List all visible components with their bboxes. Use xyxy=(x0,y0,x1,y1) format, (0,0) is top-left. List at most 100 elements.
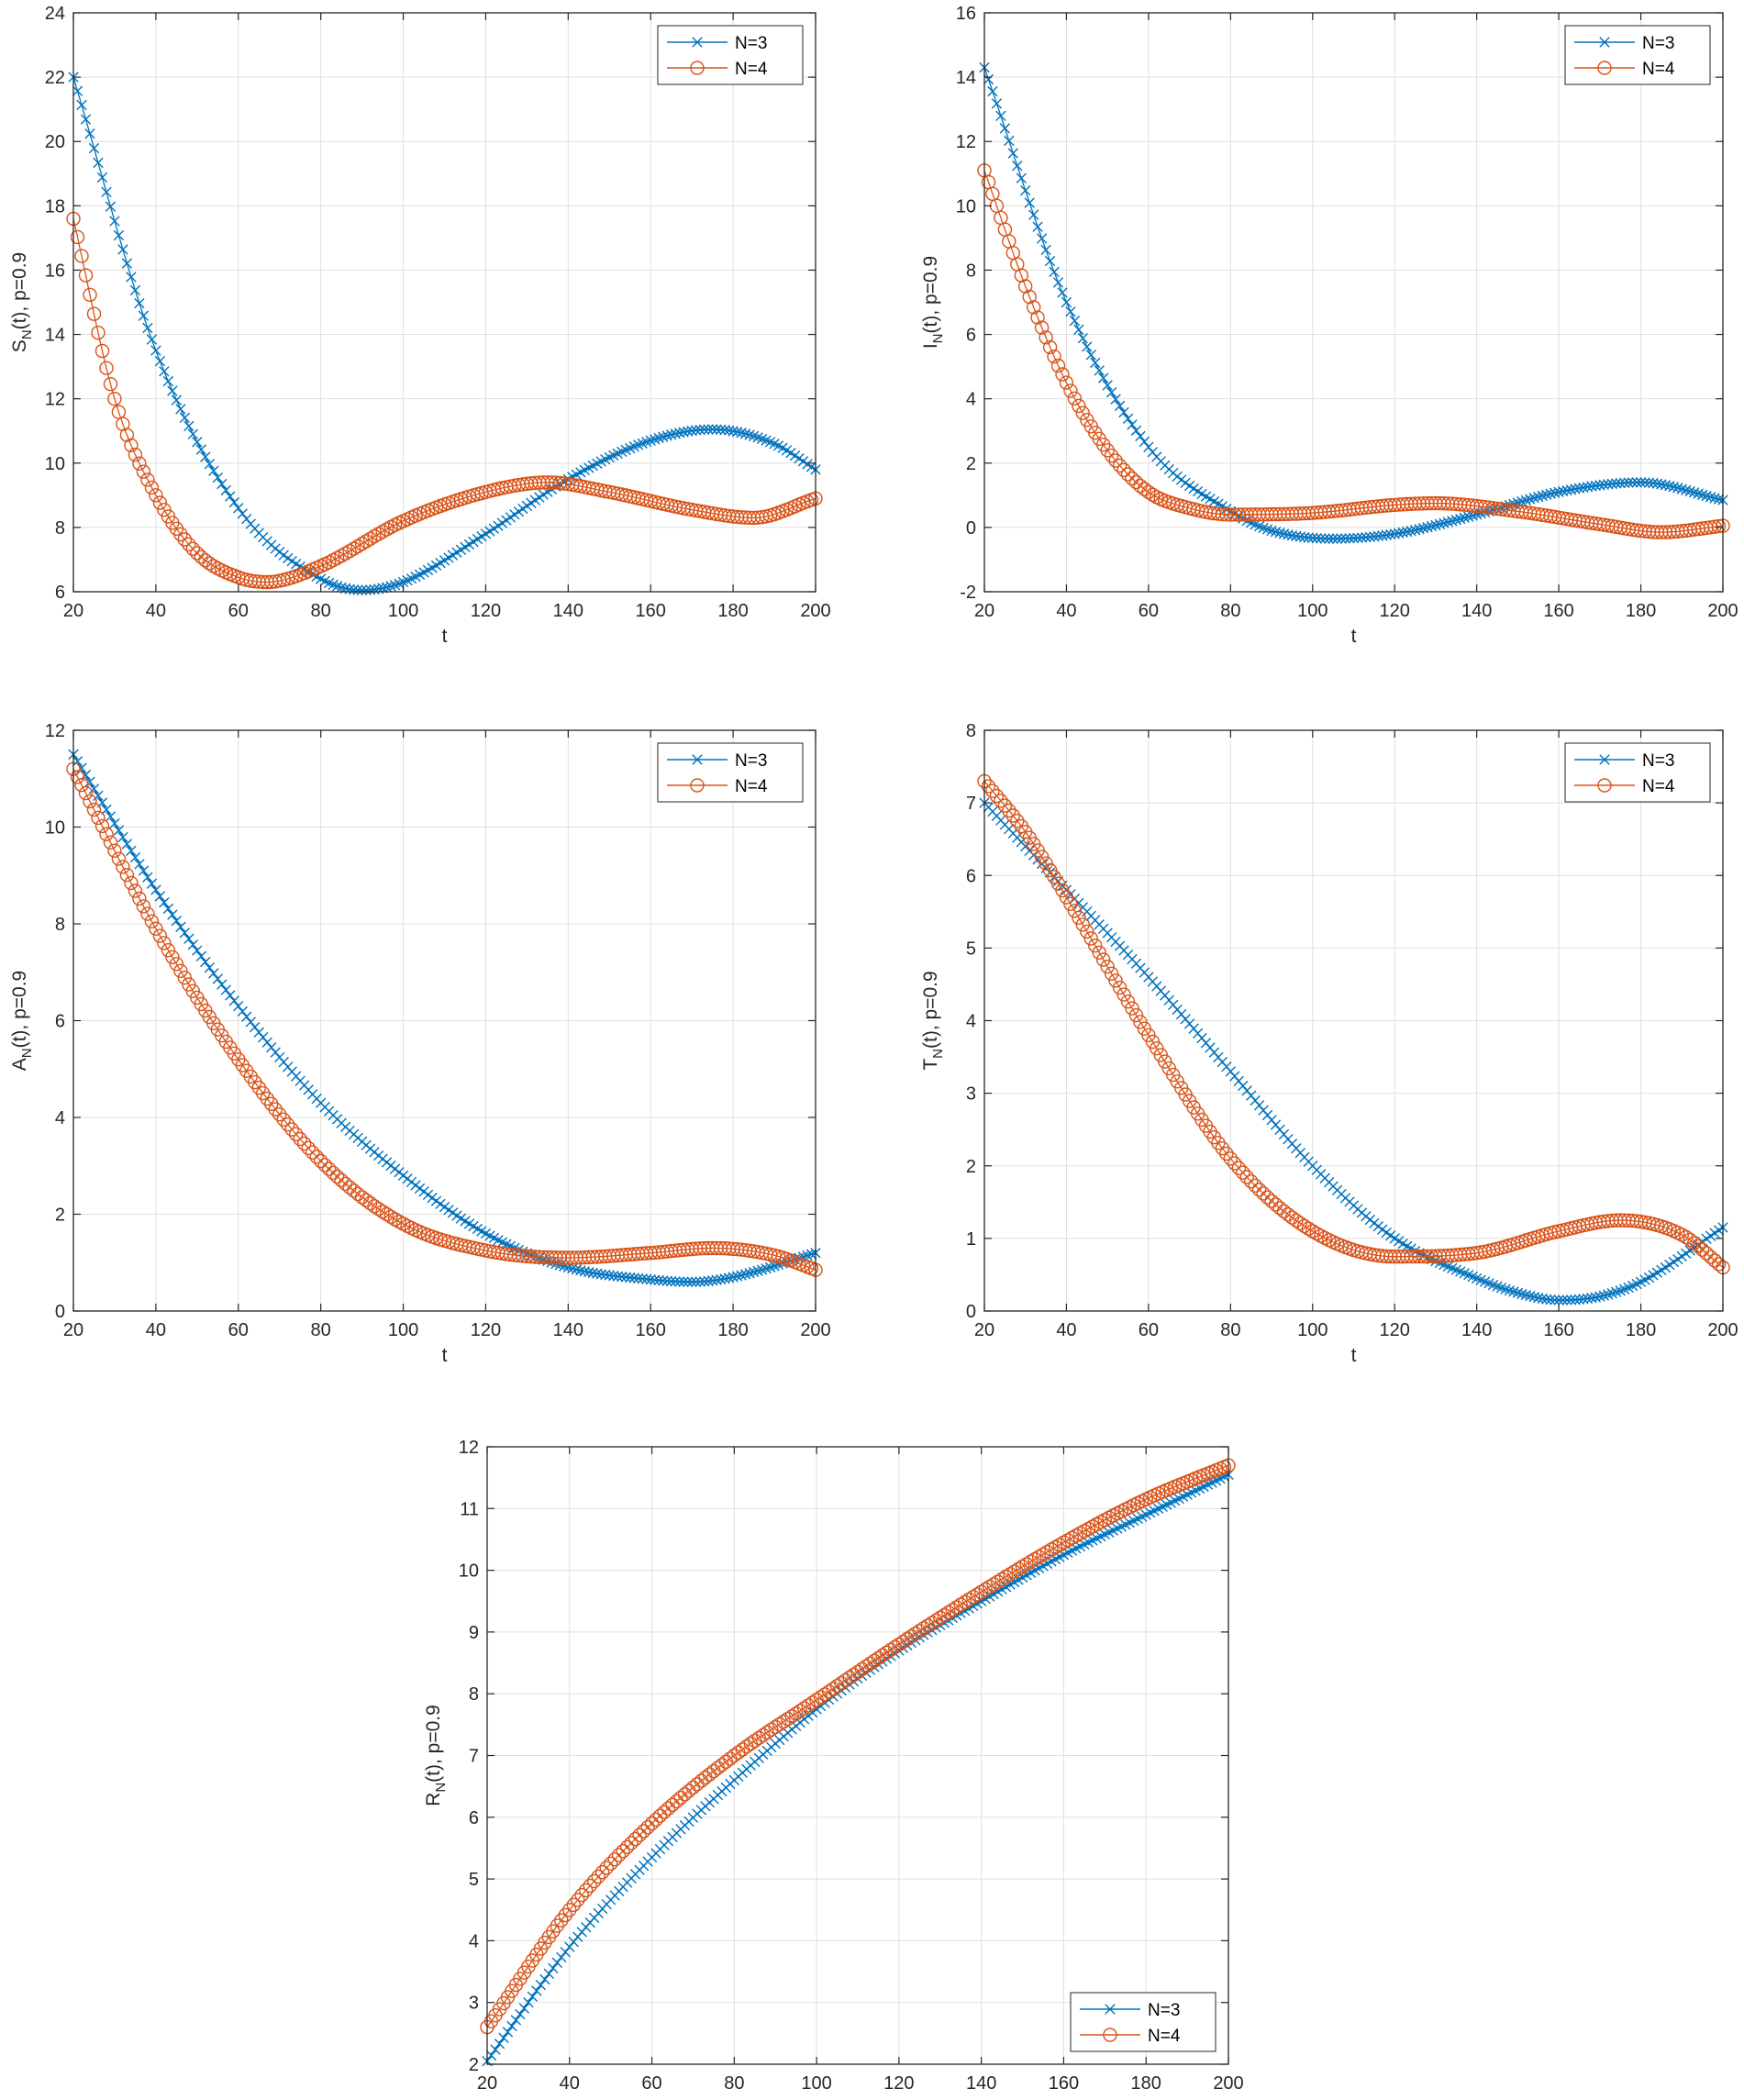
x-marker xyxy=(187,428,199,439)
x-marker xyxy=(1409,525,1421,536)
circle-marker xyxy=(182,537,196,551)
x-marker xyxy=(117,244,128,255)
circle-marker xyxy=(128,883,143,898)
x-tick-label: 40 xyxy=(146,1320,166,1340)
x-marker xyxy=(1012,160,1023,172)
x-marker xyxy=(150,345,161,356)
circle-marker xyxy=(140,472,155,487)
x-marker xyxy=(1459,512,1470,524)
circle-marker xyxy=(1039,1544,1055,1560)
circle-marker xyxy=(1239,1170,1254,1184)
legend-circle-marker xyxy=(1597,778,1612,793)
x-marker xyxy=(171,916,183,927)
series-I-n3 xyxy=(979,61,1728,544)
circle-marker xyxy=(94,818,110,834)
x-marker xyxy=(670,428,681,439)
x-marker xyxy=(217,478,228,490)
circle-marker xyxy=(70,229,85,245)
circle-marker xyxy=(1083,931,1099,946)
legend-circle-marker xyxy=(690,61,705,75)
x-marker xyxy=(154,355,166,367)
x-marker xyxy=(703,424,714,435)
y-tick-label: 2 xyxy=(966,454,976,474)
circle-marker xyxy=(177,532,193,547)
x-marker xyxy=(1270,526,1282,538)
x-marker xyxy=(736,428,747,439)
y-tick-label: 10 xyxy=(459,1561,479,1582)
circle-marker xyxy=(1028,1551,1042,1567)
circle-marker xyxy=(293,1131,307,1147)
circle-marker xyxy=(375,1204,390,1219)
circle-marker xyxy=(953,1597,968,1612)
y-tick-label: 12 xyxy=(956,132,976,152)
x-marker xyxy=(1049,266,1060,278)
x-marker xyxy=(1077,333,1089,344)
x-tick-label: 180 xyxy=(717,1320,748,1340)
y-tick-label: 10 xyxy=(956,196,976,217)
x-marker xyxy=(1516,1288,1527,1300)
circle-marker xyxy=(74,249,89,263)
x-marker xyxy=(1397,527,1408,539)
x-marker xyxy=(678,1276,689,1287)
circle-marker xyxy=(297,1136,312,1151)
x-marker xyxy=(617,1271,628,1283)
x-marker xyxy=(1405,525,1416,537)
x-marker xyxy=(1344,533,1355,544)
x-marker xyxy=(564,1941,575,1952)
x-marker xyxy=(1090,357,1101,369)
circle-marker xyxy=(103,377,118,392)
x-marker xyxy=(204,962,216,973)
y-tick-label: 3 xyxy=(966,1084,976,1105)
x-marker xyxy=(208,465,219,476)
x-marker xyxy=(1044,255,1056,267)
circle-marker xyxy=(619,1839,635,1855)
x-marker xyxy=(414,1183,426,1194)
x-marker xyxy=(686,425,697,437)
x-marker xyxy=(1426,520,1438,532)
x-marker xyxy=(96,172,108,183)
x-marker xyxy=(1540,489,1552,500)
x-marker xyxy=(117,831,128,843)
circle-marker xyxy=(1236,1165,1250,1180)
x-tick-label: 60 xyxy=(1139,601,1159,621)
chart-panel-S: 20 40 60 80 100 120 140 160 180 200 6 8 10 12 14 16 18 20… xyxy=(9,4,831,647)
circle-marker xyxy=(309,1150,324,1164)
x-marker xyxy=(1611,478,1622,489)
y-tick-label: 3 xyxy=(469,1994,479,2014)
circle-marker xyxy=(661,1801,676,1816)
circle-marker xyxy=(124,875,139,891)
x-marker xyxy=(991,98,1003,109)
x-marker xyxy=(1422,521,1433,533)
circle-marker xyxy=(566,1897,581,1913)
x-marker xyxy=(138,310,150,321)
x-tick-label: 100 xyxy=(1297,601,1327,621)
series-line xyxy=(72,768,816,1271)
x-marker xyxy=(1549,487,1561,498)
x-marker xyxy=(113,229,125,241)
circle-marker xyxy=(1100,959,1115,974)
circle-marker xyxy=(1120,994,1136,1009)
circle-marker xyxy=(1034,320,1050,335)
circle-marker xyxy=(920,1618,935,1633)
x-tick-label: 80 xyxy=(724,2073,744,2094)
x-marker xyxy=(1672,483,1683,494)
y-tick-label: 20 xyxy=(45,132,65,152)
circle-marker xyxy=(781,1711,795,1727)
x-marker xyxy=(1261,524,1273,535)
circle-marker xyxy=(760,1725,774,1740)
x-marker xyxy=(1603,1289,1614,1300)
x-marker xyxy=(1557,485,1569,497)
x-tick-label: 80 xyxy=(311,601,331,621)
legend-label: N=4 xyxy=(1642,777,1675,796)
x-marker xyxy=(212,973,224,984)
x-tick-label: 140 xyxy=(1461,601,1492,621)
circle-marker xyxy=(1691,1239,1705,1254)
x-marker xyxy=(1709,493,1720,504)
x-marker xyxy=(1278,528,1290,539)
x-marker xyxy=(121,839,133,850)
x-marker xyxy=(1135,430,1146,442)
circle-marker xyxy=(933,1610,948,1626)
circle-marker xyxy=(1023,1554,1039,1569)
circle-marker xyxy=(1264,1194,1279,1208)
